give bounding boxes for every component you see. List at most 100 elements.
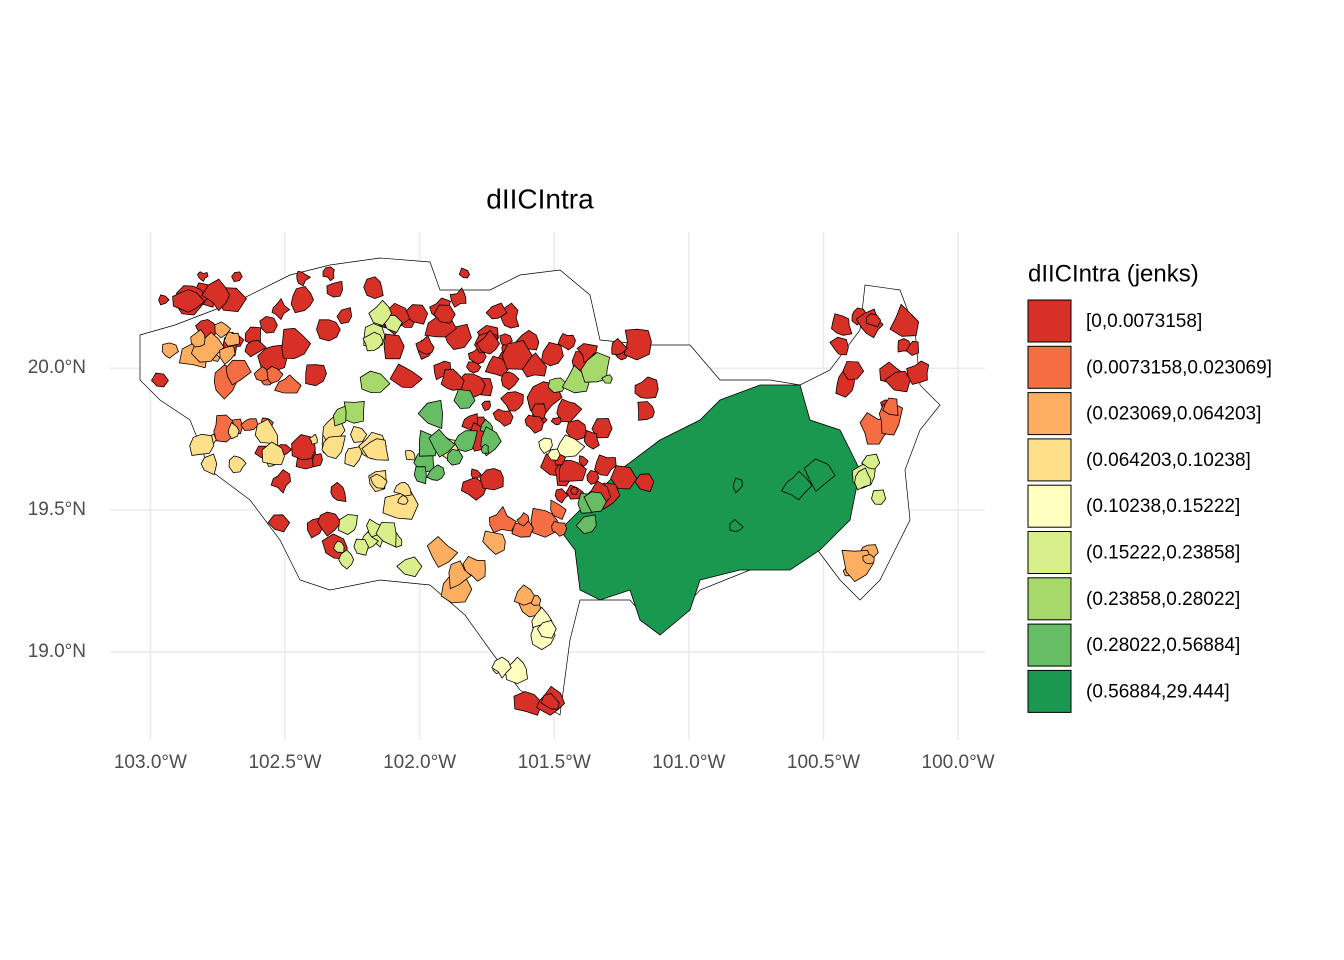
region <box>317 511 342 537</box>
region <box>540 342 564 367</box>
region <box>491 656 512 679</box>
region <box>462 555 486 582</box>
region <box>831 313 853 336</box>
region <box>842 361 865 380</box>
region <box>482 530 506 555</box>
region <box>500 391 524 412</box>
legend-label: (0.10238,0.15222] <box>1086 496 1240 517</box>
regions <box>151 266 930 716</box>
region <box>575 514 597 535</box>
region <box>316 319 341 342</box>
x-tick-label: 101.5°W <box>518 752 591 773</box>
region <box>501 340 533 370</box>
region <box>557 333 576 351</box>
region <box>882 397 899 416</box>
region <box>261 441 285 465</box>
map-title: dIICIntra <box>486 183 594 214</box>
region <box>257 344 288 373</box>
legend-label: (0.23858,0.28022] <box>1086 589 1240 610</box>
region <box>449 287 467 308</box>
region <box>458 267 470 279</box>
region <box>161 342 179 359</box>
region <box>350 425 368 443</box>
region <box>244 339 267 358</box>
region <box>479 468 504 491</box>
region <box>559 384 861 636</box>
region <box>158 294 170 306</box>
y-tick-label: 19.5°N <box>28 499 86 520</box>
region <box>274 374 302 394</box>
region <box>440 368 465 391</box>
region <box>219 345 236 365</box>
region <box>513 691 543 716</box>
region <box>426 464 445 481</box>
x-tick-label: 102.0°W <box>383 752 456 773</box>
legend-swatch <box>1027 669 1072 713</box>
region <box>803 458 836 493</box>
x-tick-label: 100.5°W <box>787 752 860 773</box>
legend-swatch <box>1027 299 1072 343</box>
region <box>433 304 456 324</box>
region <box>729 518 744 532</box>
region <box>271 297 291 321</box>
region <box>481 443 489 454</box>
x-tick-label: 103.0°W <box>114 752 187 773</box>
region <box>296 270 312 287</box>
legend: dIICIntra (jenks) [0,0.0073158] (0.007315… <box>1027 260 1272 713</box>
region <box>290 285 314 314</box>
region <box>516 512 530 527</box>
legend-swatch <box>1027 392 1072 436</box>
region <box>396 556 423 578</box>
x-tick-label: 100.0°W <box>922 752 995 773</box>
region <box>190 329 206 348</box>
region <box>343 401 365 424</box>
legend-label: (0.064203,0.10238] <box>1086 450 1251 471</box>
region <box>634 473 655 493</box>
region <box>405 450 416 461</box>
region <box>428 428 456 458</box>
legend-label: (0.15222,0.23858] <box>1086 543 1240 564</box>
region <box>228 455 247 474</box>
region <box>559 460 587 482</box>
region <box>551 520 568 537</box>
legend-swatch <box>1027 577 1072 621</box>
x-tick-label: 102.5°W <box>248 752 321 773</box>
region <box>492 408 514 427</box>
region <box>368 299 392 327</box>
region <box>308 433 318 445</box>
region <box>321 435 346 459</box>
region <box>189 433 215 456</box>
region <box>446 448 464 466</box>
region <box>197 271 209 282</box>
region <box>583 429 600 450</box>
region <box>330 481 347 502</box>
region <box>780 470 813 501</box>
legend-label: (0.023069,0.064203] <box>1086 404 1261 425</box>
region <box>583 491 607 513</box>
region <box>884 370 911 393</box>
region <box>538 437 553 455</box>
region <box>338 549 355 570</box>
region <box>586 470 600 485</box>
region <box>530 403 547 420</box>
region <box>259 315 278 334</box>
region <box>556 398 583 423</box>
region <box>200 453 218 476</box>
region <box>578 455 589 468</box>
legend-swatch <box>1027 623 1072 667</box>
region <box>190 331 225 363</box>
region <box>151 372 169 388</box>
region <box>481 400 492 411</box>
region <box>547 448 561 461</box>
region <box>389 363 423 388</box>
region <box>326 280 344 298</box>
region <box>397 494 409 505</box>
region <box>383 333 405 360</box>
region <box>906 360 930 385</box>
region <box>253 366 269 382</box>
region <box>601 374 613 384</box>
region <box>594 454 617 476</box>
region <box>732 477 743 494</box>
region <box>172 289 206 313</box>
region <box>865 313 882 328</box>
